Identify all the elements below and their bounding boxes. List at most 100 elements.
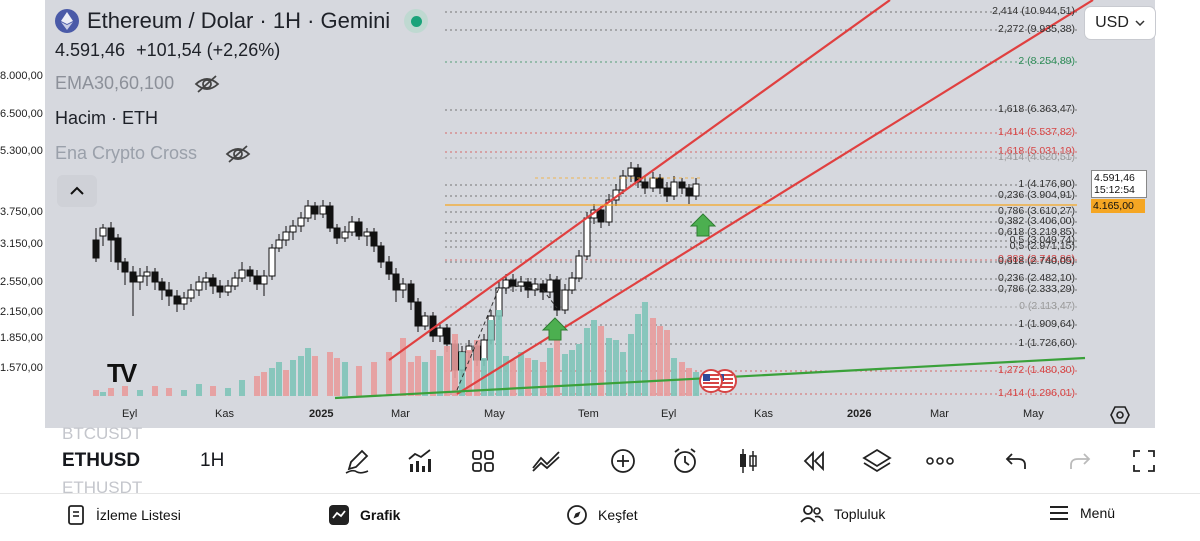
volume-bar xyxy=(239,380,245,396)
timeframe-button[interactable]: 1H xyxy=(200,450,225,471)
fullscreen-icon[interactable] xyxy=(1127,444,1161,478)
nav-chart[interactable]: Grafik xyxy=(328,504,400,526)
eye-hidden-icon[interactable] xyxy=(225,144,251,164)
candle-body xyxy=(151,271,159,283)
crypto-cross-indicator-label[interactable]: Ena Crypto Cross xyxy=(55,143,198,163)
fib-level-label: 2,414 (10.944,51) xyxy=(992,5,1075,17)
volume-bar xyxy=(152,386,158,396)
bar-countdown: 15:12:54 xyxy=(1094,184,1135,196)
candle-body xyxy=(107,227,115,241)
volume-bar xyxy=(437,356,443,396)
fib-level-label: 0,786 (2.333,29) xyxy=(997,283,1075,295)
nav-menu[interactable]: Menü xyxy=(1048,504,1115,522)
volume-bar xyxy=(276,362,282,396)
volume-bar xyxy=(312,356,318,396)
price-change: +101,54 (+2,26%) xyxy=(136,40,281,60)
symbol-prev[interactable]: BTCUSDT xyxy=(62,424,143,443)
chevron-up-icon xyxy=(70,186,84,195)
candle-body xyxy=(224,285,232,293)
volume-bar xyxy=(166,388,172,396)
symbol-title[interactable]: Ethereum / Dolar · 1H · Gemini xyxy=(87,8,391,33)
fib-level-label: 0,5 (2.971,15) xyxy=(1009,240,1075,252)
nav-explore[interactable]: Keşfet xyxy=(566,504,638,526)
volume-indicator-label[interactable]: Hacim · ETH xyxy=(55,108,158,128)
chart-panel[interactable]: Ethereum / Dolar · 1H · Gemini 4.591,46 … xyxy=(45,0,1155,428)
chart-settings-button[interactable] xyxy=(1110,405,1130,430)
ema-indicator-label[interactable]: EMA30,60,100 xyxy=(55,73,175,93)
flag-stripe xyxy=(703,386,719,388)
candle-body xyxy=(136,275,144,283)
price-axis-tick: 3.150,00 xyxy=(0,238,43,250)
fib-level-label: 0,5 (3.049,74) xyxy=(1009,234,1075,246)
time-axis-tick: Eyl xyxy=(122,408,138,420)
rewind-icon[interactable] xyxy=(797,444,831,478)
hexagon-settings-icon xyxy=(1110,406,1130,424)
nav-community[interactable]: Topluluk xyxy=(800,504,885,524)
alert-icon[interactable] xyxy=(668,444,702,478)
ethereum-logo-icon xyxy=(55,9,79,33)
candle-body xyxy=(326,205,334,229)
candle-body xyxy=(143,271,151,277)
compass-icon xyxy=(567,505,587,525)
volume-bar xyxy=(371,362,377,396)
candle-body xyxy=(246,269,254,277)
symbol-next[interactable]: ETHUSDT xyxy=(62,478,143,497)
currency-select[interactable]: USD xyxy=(1084,6,1156,40)
price-chart[interactable] xyxy=(45,0,1155,428)
candle-body xyxy=(173,295,181,305)
volume-bar xyxy=(196,384,202,396)
price-readout: 4.591,46 +101,54 (+2,26%) xyxy=(55,40,428,61)
candle-body xyxy=(553,279,561,311)
price-axis-tick: 1.570,00 xyxy=(0,362,43,374)
candle-body xyxy=(663,187,671,197)
replay-candle-icon[interactable] xyxy=(731,444,765,478)
symbol-current[interactable]: ETHUSD xyxy=(62,450,141,471)
flag-stripe xyxy=(703,374,719,376)
templates-icon[interactable] xyxy=(466,444,500,478)
eye-hidden-icon[interactable] xyxy=(194,74,220,94)
pen-icon[interactable] xyxy=(340,444,374,478)
time-axis-tick: May xyxy=(1023,408,1044,420)
candle-body xyxy=(304,205,312,219)
tradingview-logo: TV xyxy=(107,358,137,388)
indicators-icon[interactable] xyxy=(403,444,437,478)
candle-body xyxy=(121,261,129,273)
more-icon[interactable] xyxy=(923,444,957,478)
candle-body xyxy=(407,283,415,303)
candle-body xyxy=(355,221,363,237)
candle-body xyxy=(377,245,385,263)
candle-body xyxy=(180,297,188,305)
undo-icon[interactable] xyxy=(999,444,1033,478)
candle-body xyxy=(627,167,635,177)
flag-stripe xyxy=(717,374,733,376)
volume-bar xyxy=(415,356,421,396)
volume-bar xyxy=(342,362,348,396)
candle-body xyxy=(399,283,407,291)
candle-body xyxy=(385,261,393,275)
candle-body xyxy=(99,227,107,237)
layers-icon[interactable] xyxy=(860,444,894,478)
symbol-picker[interactable]: BTCUSDT ETHUSD ETHUSDT xyxy=(62,424,142,498)
candle-body xyxy=(649,177,657,189)
fib-level-label: 2,272 (9.935,38) xyxy=(997,23,1075,35)
candle-body xyxy=(195,281,203,291)
volume-bar xyxy=(693,372,699,396)
candle-body xyxy=(268,247,276,277)
chevron-down-icon xyxy=(1135,20,1145,26)
redo-icon[interactable] xyxy=(1063,444,1097,478)
nav-watchlist[interactable]: İzleme Listesi xyxy=(66,504,181,526)
volume-bar xyxy=(576,344,582,396)
candle-body xyxy=(605,199,613,223)
volume-bar xyxy=(488,320,494,396)
volume-bar xyxy=(261,372,267,396)
candle-body xyxy=(509,279,517,287)
compare-icon[interactable] xyxy=(530,444,564,478)
collapse-legend-button[interactable] xyxy=(57,175,97,207)
green-up-arrow xyxy=(541,317,569,341)
candle-body xyxy=(129,271,137,283)
volume-bar xyxy=(386,352,392,396)
price-axis-tick: 1.850,00 xyxy=(0,332,43,344)
add-icon[interactable] xyxy=(606,444,640,478)
candle-body xyxy=(297,217,305,227)
nav-chart-label: Grafik xyxy=(360,507,401,523)
